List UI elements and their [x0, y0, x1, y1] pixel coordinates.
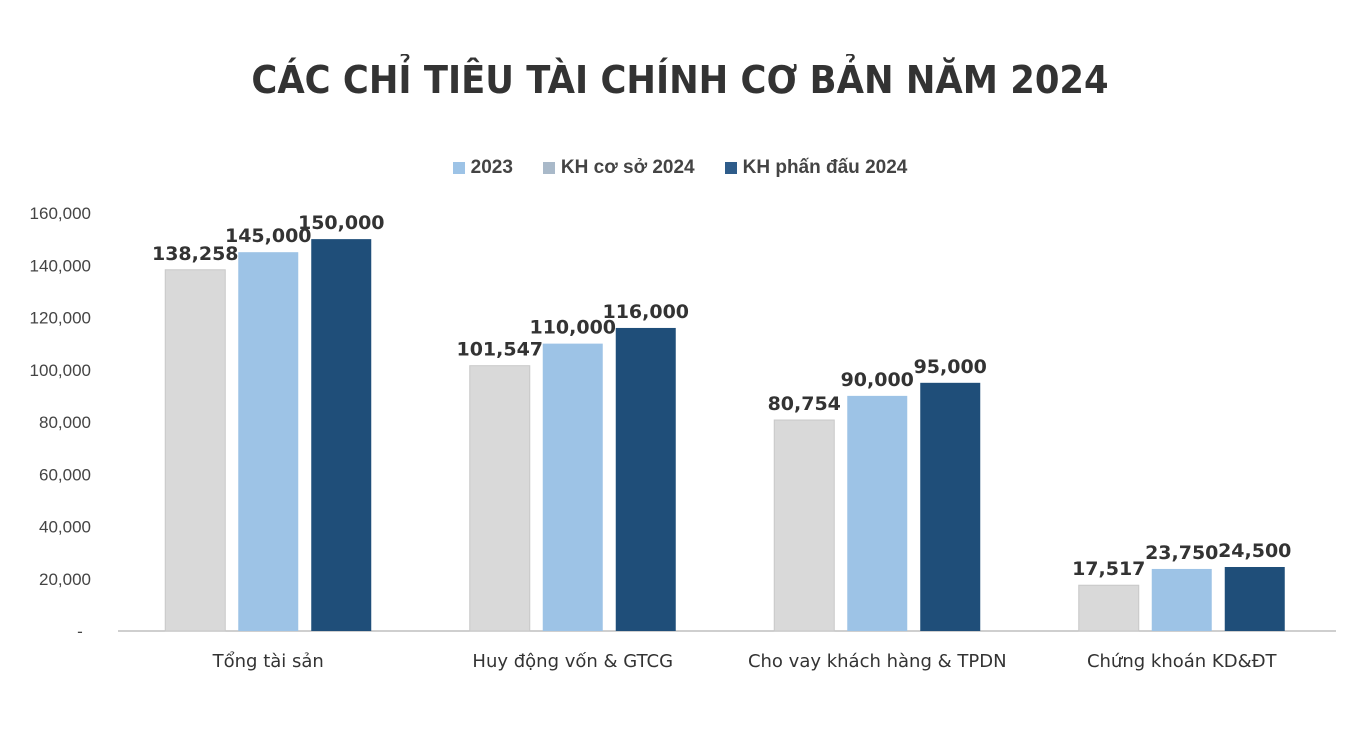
bar — [920, 382, 981, 631]
legend-item-kh-co-so: KH cơ sở 2024 — [542, 157, 695, 179]
bar — [542, 343, 603, 631]
data-label: 24,500 — [1218, 540, 1291, 562]
data-label: 17,517 — [1072, 558, 1145, 580]
y-tick-label: 20,000 — [39, 570, 91, 589]
bar — [773, 419, 835, 632]
bar — [469, 365, 531, 632]
y-tick-label: 140,000 — [30, 256, 91, 275]
category-label: Tổng tài sản — [212, 651, 324, 672]
chart-title: CÁC CHỈ TIÊU TÀI CHÍNH CƠ BẢN NĂM 2024 — [251, 58, 1109, 102]
bar — [1224, 566, 1285, 631]
legend-label: KH phấn đấu 2024 — [742, 157, 908, 178]
y-tick-label: 160,000 — [30, 204, 91, 223]
bar — [164, 269, 226, 632]
legend: 2023 KH cơ sở 2024 KH phấn đấu 2024 — [0, 157, 1360, 179]
bar — [238, 252, 299, 631]
legend-swatch — [724, 162, 737, 174]
data-label: 23,750 — [1145, 542, 1218, 564]
legend-swatch — [452, 162, 465, 174]
y-tick-label: 120,000 — [30, 309, 91, 328]
bar — [1078, 584, 1140, 632]
legend-item-2023: 2023 — [452, 157, 513, 179]
category-label: Chứng khoán KD&ĐT — [1087, 651, 1278, 672]
y-tick-label: 60,000 — [39, 465, 91, 484]
legend-label: KH cơ sở 2024 — [560, 157, 695, 178]
bar — [1151, 568, 1212, 631]
bar — [847, 395, 908, 631]
legend-label: 2023 — [470, 157, 513, 178]
y-tick-label: - — [77, 622, 83, 641]
data-label: 150,000 — [298, 212, 385, 234]
data-label: 101,547 — [456, 339, 543, 361]
y-tick-label: 100,000 — [30, 361, 91, 380]
data-label: 80,754 — [768, 393, 841, 415]
y-tick-label: 40,000 — [39, 518, 91, 537]
data-label: 145,000 — [225, 225, 312, 247]
data-label: 116,000 — [602, 301, 689, 323]
bar — [311, 239, 372, 631]
category-label: Huy động vốn & GTCG — [472, 651, 673, 672]
category-label: Cho vay khách hàng & TPDN — [748, 651, 1007, 672]
legend-swatch — [542, 162, 555, 174]
data-label: 138,258 — [152, 243, 239, 265]
y-tick-label: 80,000 — [39, 413, 91, 432]
data-label: 90,000 — [841, 369, 914, 391]
data-label: 110,000 — [529, 317, 616, 339]
bar — [615, 327, 676, 631]
data-label: 95,000 — [914, 356, 987, 378]
legend-item-kh-phan-dau: KH phấn đấu 2024 — [724, 157, 908, 179]
